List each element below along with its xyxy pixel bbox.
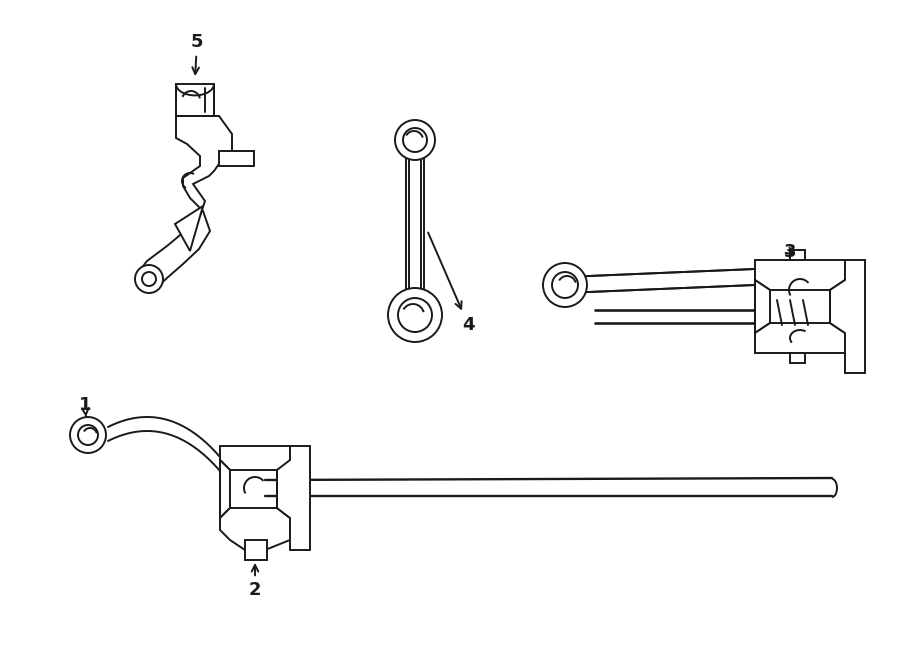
Text: 1: 1	[79, 396, 91, 417]
Circle shape	[388, 288, 442, 342]
Polygon shape	[176, 84, 214, 116]
Circle shape	[395, 120, 435, 160]
Circle shape	[403, 128, 427, 152]
Polygon shape	[565, 269, 755, 293]
Polygon shape	[220, 508, 290, 550]
Polygon shape	[175, 206, 203, 251]
Polygon shape	[830, 260, 865, 373]
Circle shape	[142, 272, 156, 286]
Polygon shape	[406, 158, 424, 290]
Circle shape	[78, 425, 98, 445]
Circle shape	[552, 272, 578, 298]
Circle shape	[70, 417, 106, 453]
Polygon shape	[220, 446, 290, 470]
Polygon shape	[219, 151, 254, 166]
Polygon shape	[277, 446, 310, 550]
Polygon shape	[137, 116, 232, 291]
Polygon shape	[220, 460, 230, 518]
Text: 4: 4	[428, 233, 474, 334]
Circle shape	[543, 263, 587, 307]
Polygon shape	[790, 250, 805, 260]
Circle shape	[398, 298, 432, 332]
Polygon shape	[245, 540, 267, 560]
Polygon shape	[755, 260, 845, 290]
Text: 2: 2	[248, 565, 261, 599]
Polygon shape	[755, 280, 770, 333]
Polygon shape	[755, 323, 845, 353]
Text: 3: 3	[784, 243, 796, 261]
Polygon shape	[790, 353, 805, 363]
Text: 5: 5	[191, 33, 203, 74]
Circle shape	[135, 265, 163, 293]
